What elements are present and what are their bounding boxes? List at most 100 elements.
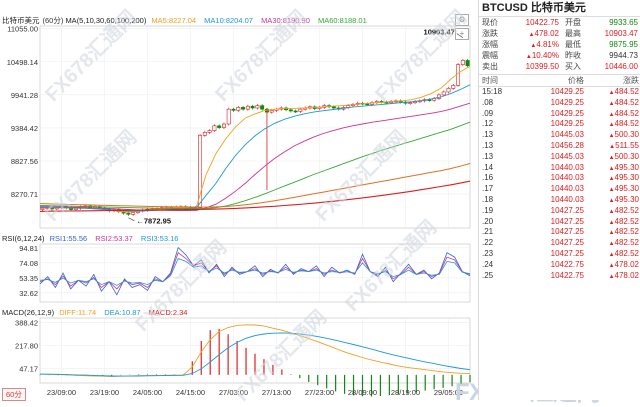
tick-table[interactable]: 15:18 10429.25 ▲484.52.08 10429.25 ▲484.52.0… [479, 87, 640, 281]
candle-body [231, 108, 236, 111]
candle-body [73, 208, 78, 210]
candle-body [331, 106, 336, 109]
quote-value: 10446.00 [604, 62, 638, 71]
tick-price: 10445.03 [550, 151, 584, 161]
tick-change-text: 500.30 [614, 151, 639, 161]
tick-change: ▲482.52 [591, 249, 639, 261]
settings-icon[interactable]: ⚙ [455, 14, 469, 26]
candle-body [456, 64, 461, 86]
quote-value: 9944.73 [609, 51, 638, 60]
up-triangle-icon: ▲ [608, 176, 615, 183]
up-triangle-icon: ▲ [608, 262, 615, 269]
rsi2-legend: RSI2:53.37 [95, 234, 133, 243]
tick-row: .19 10427.25 ▲482.52 [479, 206, 640, 217]
tick-change: ▲495.30 [591, 195, 639, 207]
up-triangle-icon: ▲ [608, 122, 615, 129]
quote-label: 昨收 [565, 51, 581, 60]
ma-legend-label: MA(5,10,30,60,100,200) [65, 16, 147, 25]
tick-time: .12 [482, 119, 494, 129]
rsi1-value: 55.56 [68, 234, 88, 243]
x-tick-label: 24/05:00 [133, 388, 162, 397]
tick-change: ▲482.52 [591, 227, 639, 239]
tick-change-text: 511.55 [615, 140, 639, 150]
quote-rows: 现价 10422.75 开盘 9933.65 涨跌 ▲478.02 最高 10903.47 涨幅… [479, 17, 640, 72]
candle-body [408, 102, 413, 104]
price-tick-label: 11055.00 [7, 25, 38, 34]
quote-label: 现价 [482, 18, 498, 27]
tick-change-text: 482.52 [614, 227, 639, 237]
tick-time: .23 [482, 248, 494, 258]
macd-panel-frame [39, 317, 471, 384]
chart-area[interactable]: 11055.00 10498.14 9941.28 9384.42 8827.56 827… [0, 0, 600, 406]
candle-body [40, 208, 45, 210]
tick-time: .25 [482, 270, 494, 280]
candle-body [465, 60, 470, 67]
tick-header-price: 价格 [568, 76, 584, 85]
quote-label: 最高 [565, 29, 581, 38]
macd-value-legend: MACD:2.34 [148, 308, 188, 317]
tick-time: .08 [482, 97, 494, 107]
tick-header-change: 涨跌 [623, 76, 639, 85]
tick-header-time: 时间 [482, 76, 498, 85]
tick-time: .21 [482, 227, 494, 237]
ma30-value: 8190.90 [282, 16, 310, 25]
tick-time: .09 [482, 108, 494, 118]
tick-time: 15:18 [482, 87, 503, 96]
tick-row: .18 10440.03 ▲495.30 [479, 195, 640, 206]
tick-change-text: 484.52 [614, 119, 639, 129]
x-tick-label: 27/23:00 [305, 388, 334, 397]
quote-value-text: 10399.50 [525, 62, 559, 71]
rsi1-legend: RSI1:55.56 [49, 234, 88, 243]
tick-price: 10422.75 [550, 270, 584, 280]
ma30-line [39, 102, 471, 211]
tick-change: ▲500.30 [591, 130, 639, 142]
rsi-tick-label: 94.81 [19, 244, 38, 253]
tick-change: ▲484.52 [591, 109, 639, 121]
quote-value: 10399.50 [507, 61, 559, 72]
price-chart[interactable]: 11055.00 10498.14 9941.28 9384.42 8827.56 827… [0, 0, 476, 400]
candle-body [245, 105, 250, 110]
tick-row: .16 10440.03 ▲495.30 [479, 173, 640, 184]
price-tick-label: 9384.42 [11, 124, 38, 133]
price-tick-label: 9941.28 [11, 91, 38, 100]
x-tick-label: 24/15:00 [176, 388, 205, 397]
rsi-tick-label: 32.62 [19, 289, 38, 298]
ma5-value: 8227.04 [168, 16, 197, 25]
tick-row: .12 10429.25 ▲484.52 [479, 119, 640, 130]
ma60-line [39, 121, 471, 210]
candle-body [241, 107, 246, 110]
tick-time: .17 [482, 184, 494, 194]
candle-body [207, 130, 212, 133]
diff-line [39, 324, 471, 377]
tick-change: ▲511.55 [591, 141, 639, 153]
quote-value: 9933.65 [609, 18, 638, 27]
up-triangle-icon: ▲ [608, 241, 615, 248]
tick-row: .20 10427.25 ▲482.52 [479, 217, 640, 228]
rsi-tick-label: 53.35 [19, 274, 38, 283]
up-triangle-icon: ▲ [608, 154, 615, 161]
zoom-icon[interactable]: + [455, 28, 469, 40]
tick-change: ▲484.52 [591, 87, 639, 99]
candle-body [217, 125, 222, 128]
candle-body [226, 108, 231, 125]
ma200-line [39, 180, 471, 212]
x-tick-label: 29/05:00 [434, 388, 463, 397]
main-legend: 比特币美元 (60分) MA(5,10,30,60,100,200) MA5:82… [2, 15, 373, 26]
tick-row: .09 10429.25 ▲484.52 [479, 109, 640, 120]
candle-body [236, 107, 241, 111]
quote-value: 10422.75 [507, 17, 559, 28]
ma10-legend: MA10:8204.07 [204, 16, 253, 25]
tick-change-text: 482.52 [614, 238, 639, 248]
candle-body [317, 107, 322, 109]
tick-price: 10427.25 [550, 248, 584, 258]
period-tab[interactable]: 60分 [2, 388, 26, 401]
up-triangle-icon: ▲ [608, 208, 615, 215]
high-annotation: 10903.47 [424, 28, 455, 37]
tick-change: ▲478.02 [591, 260, 639, 272]
tick-price: 10427.25 [550, 227, 584, 237]
rsi2-value: 53.37 [114, 234, 133, 243]
candle-body [446, 88, 451, 93]
quote-row: 涨跌 ▲478.02 最高 10903.47 [479, 28, 640, 39]
tick-change-text: 478.02 [614, 259, 639, 269]
rsi-legend: RSI(6,12,24) RSI1:55.56 RSI2:53.37 RSI3:… [2, 233, 184, 244]
